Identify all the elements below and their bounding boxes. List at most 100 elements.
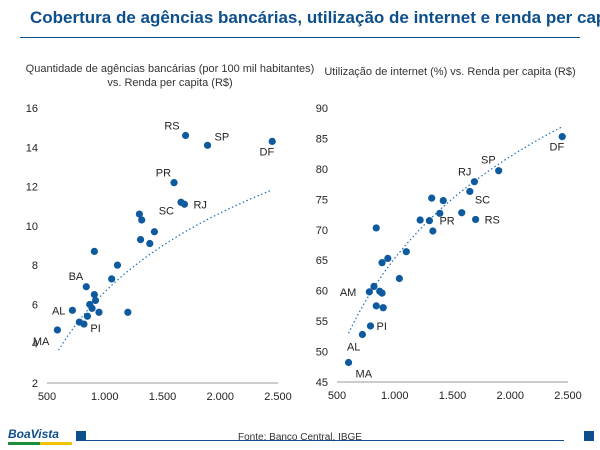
right-data-point [558, 133, 566, 141]
right-point-label-sc: SC [475, 194, 490, 206]
left-data-point [203, 141, 212, 149]
left-point-label-ba: BA [69, 271, 84, 283]
left-chart-title: Quantidade de agências bancárias (por 10… [20, 62, 320, 90]
right-data-point [358, 330, 367, 339]
right-data-point [379, 304, 387, 312]
left-point-label-al: AL [52, 305, 65, 317]
right-data-point [425, 217, 433, 225]
boavista-logo: BoaVista [8, 427, 59, 441]
footer-divider [82, 440, 564, 441]
left-data-point [80, 320, 88, 328]
left-data-point [135, 210, 143, 218]
left-y-tick-label: 4 [32, 339, 38, 351]
right-point-label-al: AL [347, 342, 360, 354]
right-point-label-df: DF [550, 142, 565, 154]
right-y-tick-label: 75 [316, 194, 328, 206]
left-point-label-rj: RJ [193, 199, 206, 211]
left-y-tick-label: 8 [32, 260, 38, 272]
logo-stripe [8, 442, 72, 445]
right-point-label-am: AM [340, 287, 357, 299]
left-chart-title-line2: vs. Renda per capita (R$) [107, 77, 233, 89]
left-chart-title-line1: Quantidade de agências bancárias (por 10… [25, 63, 315, 75]
left-data-point [90, 247, 98, 255]
right-point-label-ma: MA [356, 369, 373, 381]
right-scatter-chart: 45 50 55 60 65 70 75 80 85 90 500 1.000 1.500 2.000 2.… [316, 103, 582, 402]
right-y-tick-label: 70 [316, 225, 328, 237]
right-data-point [366, 322, 375, 330]
right-chart-title-line1: Utilização de internet (%) vs. Renda per… [324, 66, 576, 78]
right-data-point [472, 215, 480, 224]
right-point-label-rj: RJ [458, 167, 471, 179]
right-data-point [495, 167, 503, 175]
right-data-point [370, 282, 378, 291]
left-point-label-sp: SP [215, 131, 230, 143]
left-data-point [136, 236, 145, 244]
left-data-point [146, 239, 154, 248]
left-data-point [68, 306, 77, 314]
footer-right-marker [584, 431, 594, 441]
left-y-tick-label: 16 [26, 103, 38, 115]
left-data-point [150, 228, 159, 236]
right-data-point [470, 178, 479, 186]
right-data-point [372, 302, 380, 310]
left-data-point [113, 261, 122, 269]
left-data-point [53, 326, 61, 334]
left-data-point [88, 304, 96, 312]
source-note: Fonte: Banco Central, IBGE [238, 432, 362, 443]
left-point-label-rs: RS [164, 121, 179, 133]
left-data-point [91, 296, 100, 305]
right-trendline [348, 126, 563, 334]
right-data-point [429, 227, 437, 235]
left-x-tick-label: 500 [38, 391, 56, 403]
left-data-point [170, 179, 178, 187]
left-x-tick-label: 2.500 [264, 391, 292, 403]
right-data-point [466, 187, 474, 196]
left-data-point [108, 275, 116, 283]
left-point-label-pi: PI [90, 323, 100, 335]
left-data-point [138, 216, 146, 224]
left-x-tick-label: 1.000 [91, 391, 119, 403]
left-y-tick-label: 10 [26, 221, 38, 233]
left-y-tick-label: 6 [32, 299, 38, 311]
right-data-point [458, 209, 466, 217]
footer-left-marker [76, 431, 86, 441]
left-y-tick-label: 14 [26, 142, 38, 154]
right-point-label-rs: RS [485, 214, 500, 226]
right-data-point [439, 196, 447, 205]
right-x-tick-label: 1.500 [439, 390, 467, 402]
right-y-tick-label: 60 [316, 286, 328, 298]
right-chart-title: Utilização de internet (%) vs. Renda per… [310, 65, 590, 79]
left-x-tick-label: 2.000 [206, 391, 234, 403]
right-point-label-pi: PI [376, 321, 386, 333]
right-data-point [402, 248, 410, 256]
right-data-point [344, 358, 353, 367]
right-data-point [372, 224, 380, 232]
right-y-tick-label: 45 [316, 377, 328, 389]
right-x-tick-label: 1.000 [381, 390, 409, 402]
left-scatter-chart: 2 4 6 8 10 12 14 16 500 1.000 1.500 2.000 2.500 MA AL P… [26, 103, 292, 403]
left-x-tick-label: 1.500 [149, 391, 177, 403]
left-data-point [180, 200, 189, 208]
right-x-tick-label: 2.500 [554, 390, 582, 402]
left-point-label-df: DF [260, 146, 275, 158]
right-y-tick-label: 50 [316, 347, 328, 359]
left-y-tick-label: 12 [26, 182, 38, 194]
left-data-point [268, 137, 276, 145]
left-data-point [124, 308, 132, 316]
right-data-point [384, 254, 392, 262]
right-data-point [428, 194, 436, 202]
right-x-tick-label: 500 [328, 390, 346, 402]
right-y-tick-label: 85 [316, 133, 328, 145]
title-divider [20, 37, 580, 38]
left-data-point [90, 291, 98, 299]
right-data-point [378, 289, 386, 297]
left-data-point [83, 312, 92, 320]
left-point-label-sc: SC [159, 205, 174, 217]
page-title: Cobertura de agências bancárias, utiliza… [30, 8, 600, 27]
right-data-point [395, 274, 403, 283]
right-x-tick-label: 2.000 [496, 390, 524, 402]
left-data-point [182, 131, 190, 140]
right-data-point [378, 259, 386, 267]
right-point-label-pr: PR [439, 216, 454, 228]
right-y-tick-label: 65 [316, 255, 328, 267]
